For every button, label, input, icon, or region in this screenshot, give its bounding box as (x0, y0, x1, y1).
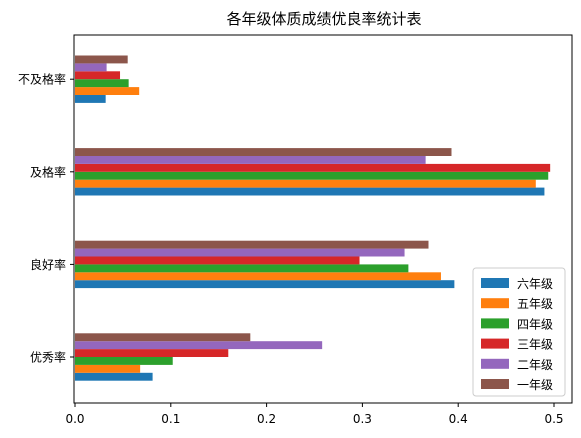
bar (75, 148, 452, 156)
bar (75, 364, 141, 373)
x-tick-label: 0.5 (544, 412, 563, 426)
legend-swatch (481, 379, 509, 389)
legend-swatch (481, 358, 509, 369)
legend-label: 一年级 (517, 378, 553, 392)
bar (75, 372, 153, 381)
legend-swatch (481, 278, 509, 288)
legend-label: 二年级 (517, 358, 553, 372)
bar (75, 156, 426, 164)
x-tick-label: 0.2 (257, 412, 276, 426)
bar (75, 333, 251, 342)
x-tick-label: 0.3 (353, 412, 372, 426)
legend-label: 四年级 (517, 317, 553, 331)
bar (75, 163, 551, 172)
plot-frame (73, 34, 573, 404)
y-tick-label: 及格率 (30, 164, 66, 179)
x-tick-label: 0.1 (161, 412, 180, 426)
bar (75, 272, 441, 281)
legend-label: 六年级 (517, 277, 553, 291)
bar (75, 171, 549, 180)
bar (75, 264, 409, 273)
bar (75, 95, 106, 103)
bar (75, 248, 405, 257)
bar (75, 240, 429, 249)
bar (75, 341, 323, 350)
legend-swatch (481, 318, 509, 329)
legend-label: 三年级 (517, 338, 553, 352)
legend-swatch (481, 338, 509, 349)
y-tick-label: 优秀率 (30, 350, 66, 365)
bars-layer (75, 55, 551, 381)
y-axis: 优秀率 良好率 及格率 不及格率 (18, 72, 74, 365)
y-tick-label: 良好率 (30, 257, 66, 272)
x-axis: 0.0 0.1 0.2 0.3 0.4 0.5 (65, 403, 564, 426)
bar (75, 349, 229, 357)
bar (75, 256, 360, 265)
x-tick-label: 0.4 (449, 412, 468, 426)
bar (75, 87, 140, 95)
legend-swatch (481, 298, 509, 309)
bar (75, 79, 129, 88)
bar (75, 55, 128, 64)
bar (75, 63, 107, 72)
bar (75, 357, 173, 365)
bar (75, 179, 536, 188)
bar (75, 280, 455, 289)
bar (75, 71, 121, 80)
legend-label: 五年级 (517, 297, 553, 311)
x-tick-label: 0.0 (65, 412, 84, 426)
chart-title: 各年级体质成绩优良率统计表 (226, 10, 421, 28)
y-tick-label: 不及格率 (18, 72, 66, 87)
bar (75, 187, 545, 196)
